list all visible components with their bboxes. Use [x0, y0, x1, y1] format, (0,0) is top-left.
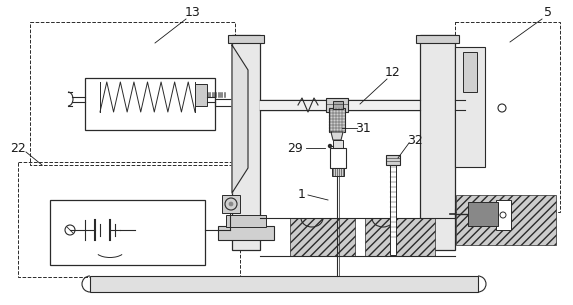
Bar — [218, 226, 274, 240]
Bar — [50, 200, 205, 265]
Bar — [420, 35, 455, 250]
Text: 1: 1 — [298, 188, 306, 202]
Bar — [496, 200, 511, 230]
Bar — [329, 108, 345, 132]
Bar — [195, 84, 207, 106]
Text: 29: 29 — [287, 142, 303, 155]
Circle shape — [328, 145, 332, 148]
Bar — [330, 148, 346, 168]
Text: 22: 22 — [10, 142, 26, 155]
Bar — [18, 162, 240, 277]
Text: 13: 13 — [185, 6, 201, 20]
Text: 12: 12 — [385, 66, 401, 80]
Bar — [386, 155, 400, 165]
Text: 31: 31 — [355, 121, 371, 135]
Bar — [290, 218, 355, 256]
Bar — [365, 218, 435, 256]
Bar — [30, 22, 235, 165]
Bar — [90, 276, 478, 292]
Bar — [333, 140, 343, 148]
Bar — [455, 47, 485, 167]
Bar — [333, 101, 343, 109]
Bar — [456, 195, 556, 245]
Bar — [390, 165, 396, 255]
Bar — [468, 202, 498, 226]
Bar — [226, 215, 266, 227]
Text: 5: 5 — [544, 6, 552, 20]
Bar — [260, 100, 455, 110]
Bar — [332, 168, 344, 176]
Bar — [85, 78, 215, 130]
Polygon shape — [331, 132, 343, 140]
Bar — [232, 35, 260, 250]
Polygon shape — [232, 45, 248, 193]
Text: 32: 32 — [407, 134, 423, 146]
Bar — [222, 195, 240, 213]
Bar — [416, 35, 459, 43]
Circle shape — [229, 202, 233, 206]
Bar — [228, 35, 264, 43]
Bar — [463, 52, 477, 92]
Bar — [455, 22, 560, 212]
Bar — [326, 98, 348, 112]
